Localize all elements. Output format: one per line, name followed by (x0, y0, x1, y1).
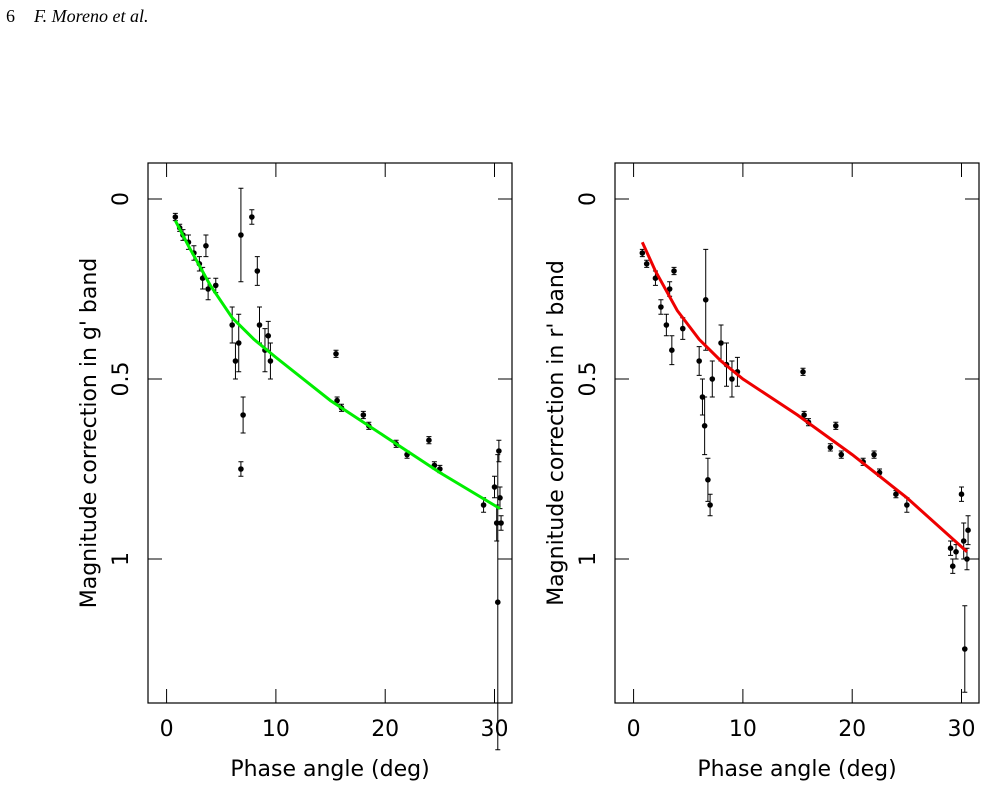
running-head: F. Moreno et al. (33, 6, 149, 26)
y-axis-label: Magnitude correction in r' band (544, 260, 569, 606)
data-point (240, 412, 246, 418)
data-point (205, 286, 211, 292)
data-point (238, 466, 244, 472)
data-point (958, 491, 965, 498)
data-point (238, 232, 244, 238)
data-point (800, 369, 806, 375)
data-point (639, 250, 646, 256)
data-point (232, 358, 239, 364)
data-point (254, 268, 261, 274)
data-point (497, 495, 503, 501)
data-point (172, 214, 179, 220)
data-point (203, 243, 209, 249)
data-point (229, 322, 235, 328)
data-point (707, 502, 713, 508)
data-point (705, 477, 711, 483)
data-point (709, 376, 716, 382)
data-point (871, 451, 877, 458)
data-point (658, 304, 664, 310)
data-point (964, 556, 970, 562)
x-tick-label: 0 (627, 717, 641, 742)
data-point (827, 444, 834, 451)
y-tick-label: 0 (109, 192, 134, 206)
x-tick-label: 20 (371, 717, 399, 742)
data-point (663, 322, 670, 328)
plot: 0 10 20 30 0 0.5 1 Phase angle (deg) Magnitude c… (77, 162, 513, 782)
x-tick-label: 30 (481, 717, 509, 742)
data-point (729, 376, 735, 382)
data-point (235, 340, 242, 346)
x-tick-label: 20 (838, 717, 866, 742)
data-point (265, 333, 272, 339)
data-point (494, 599, 501, 605)
data-point (718, 340, 724, 346)
page-number: 6 (6, 6, 15, 26)
plot-frame (147, 162, 513, 704)
data-point (256, 322, 263, 328)
data-point (496, 448, 502, 454)
data-point (334, 397, 340, 404)
y-tick-label: 0.5 (109, 362, 134, 397)
y-tick-label: 1 (576, 552, 601, 566)
data-point (679, 325, 686, 332)
y-tick-label: 0.5 (576, 362, 601, 397)
data-point (960, 538, 967, 544)
data-point (961, 646, 968, 652)
data-point (965, 527, 971, 533)
data-point (671, 268, 677, 274)
data-point (643, 261, 650, 267)
data-point (498, 520, 504, 526)
plot-frame (614, 162, 980, 704)
data-point (669, 347, 675, 354)
data-point (838, 451, 845, 458)
data-point (480, 502, 487, 508)
data-point (801, 412, 807, 418)
x-tick-label: 10 (262, 717, 290, 742)
fit-curve (173, 219, 501, 510)
x-tick-label: 0 (160, 717, 174, 742)
data-point (953, 549, 959, 555)
y-axis-label: Magnitude correction in g' band (77, 258, 102, 609)
x-axis-label: Phase angle (deg) (697, 757, 896, 782)
data-point (947, 545, 954, 551)
data-point (652, 275, 659, 282)
x-axis-label: Phase angle (deg) (230, 757, 429, 782)
data-point (267, 358, 274, 364)
data-point (833, 423, 839, 429)
x-tick-label: 30 (948, 717, 976, 742)
data-point (904, 502, 910, 508)
data-point (426, 437, 432, 444)
data-point (696, 358, 702, 364)
x-tick-label: 10 (729, 717, 757, 742)
data-point (249, 214, 255, 220)
y-tick-label: 1 (109, 552, 134, 566)
y-tick-label: 0 (576, 192, 601, 206)
data-point (702, 297, 709, 303)
data-point (893, 491, 899, 498)
data-point (333, 351, 339, 357)
data-point (701, 423, 708, 429)
data-point (666, 286, 673, 292)
data-point (949, 563, 956, 569)
data-point (360, 412, 367, 418)
plot: 0 10 20 30 0 0.5 1 Phase angle (deg) Magnitude c… (544, 162, 980, 782)
data-point (212, 282, 219, 289)
data-point (491, 484, 498, 490)
fit-curve (640, 241, 969, 553)
